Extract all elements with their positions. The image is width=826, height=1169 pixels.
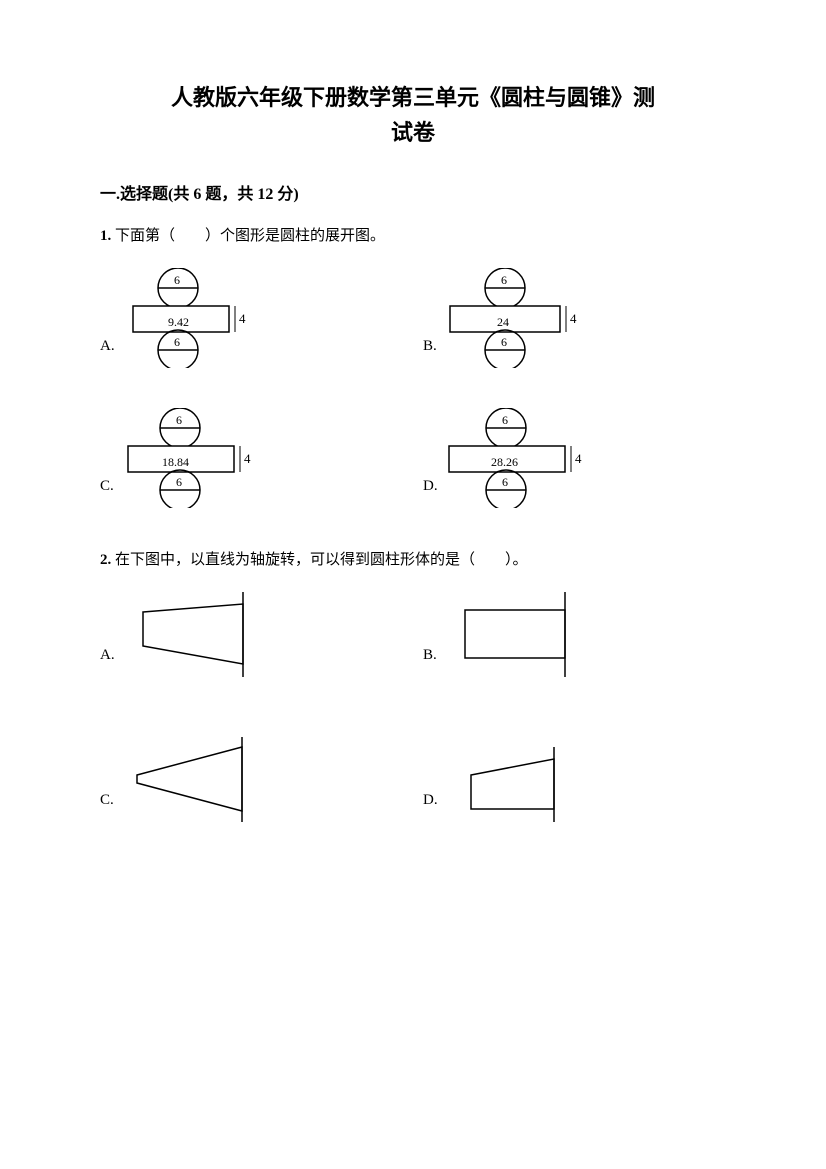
q1-option-c: C. 6 18.84 4 6: [100, 408, 403, 508]
q1-option-b: B. 6 24 4 6: [423, 268, 726, 368]
option-label: C.: [100, 788, 114, 822]
svg-text:6: 6: [502, 475, 508, 489]
svg-text:6: 6: [502, 413, 508, 427]
unfold-figure-b: 6 24 4 6: [445, 268, 595, 368]
svg-text:4: 4: [575, 451, 582, 466]
q2-option-b: B.: [423, 592, 726, 677]
svg-text:6: 6: [501, 335, 507, 349]
rotation-figure-d: [446, 747, 576, 822]
option-label: D.: [423, 474, 438, 508]
svg-text:6: 6: [501, 273, 507, 287]
svg-text:6: 6: [174, 273, 180, 287]
svg-text:4: 4: [244, 451, 251, 466]
option-label: B.: [423, 643, 437, 677]
svg-text:4: 4: [570, 311, 577, 326]
svg-text:9.42: 9.42: [168, 315, 189, 329]
svg-text:4: 4: [239, 311, 246, 326]
option-label: D.: [423, 788, 438, 822]
option-label: B.: [423, 334, 437, 368]
q2-options: A. B. C. D.: [100, 592, 726, 822]
svg-text:28.26: 28.26: [491, 455, 518, 469]
q1-option-a: A. 6 9.42 4 6: [100, 268, 403, 368]
q1-options: A. 6 9.42 4 6 B.: [100, 268, 726, 508]
option-label: C.: [100, 474, 114, 508]
question-1: 1. 下面第（ ）个图形是圆柱的展开图。 A. 6 9.42 4 6: [100, 224, 726, 508]
option-label: A.: [100, 334, 115, 368]
svg-text:18.84: 18.84: [162, 455, 189, 469]
q1-option-d: D. 6 28.26 4 6: [423, 408, 726, 508]
rotation-figure-b: [445, 592, 585, 677]
question-2: 2. 在下图中，以直线为轴旋转，可以得到圆柱形体的是（ ）。 A. B. C.: [100, 548, 726, 822]
rotation-figure-a: [123, 592, 263, 677]
unfold-figure-c: 6 18.84 4 6: [122, 408, 267, 508]
q2-number: 2.: [100, 552, 111, 568]
svg-text:6: 6: [174, 335, 180, 349]
q2-option-a: A.: [100, 592, 403, 677]
title-line2: 试卷: [100, 115, 726, 150]
q2-option-d: D.: [423, 737, 726, 822]
page-title: 人教版六年级下册数学第三单元《圆柱与圆锥》测 试卷: [100, 80, 726, 150]
section-header: 一.选择题(共 6 题，共 12 分): [100, 180, 726, 204]
q1-text: 下面第（ ）个图形是圆柱的展开图。: [115, 228, 385, 244]
unfold-figure-a: 6 9.42 4 6: [123, 268, 263, 368]
unfold-figure-d: 6 28.26 4 6: [446, 408, 601, 508]
svg-text:6: 6: [176, 413, 182, 427]
svg-text:24: 24: [497, 315, 509, 329]
option-label: A.: [100, 643, 115, 677]
q1-number: 1.: [100, 228, 111, 244]
svg-text:6: 6: [176, 475, 182, 489]
rotation-figure-c: [122, 737, 262, 822]
q2-option-c: C.: [100, 737, 403, 822]
q2-text: 在下图中，以直线为轴旋转，可以得到圆柱形体的是（ ）。: [115, 552, 528, 568]
title-line1: 人教版六年级下册数学第三单元《圆柱与圆锥》测: [100, 80, 726, 115]
